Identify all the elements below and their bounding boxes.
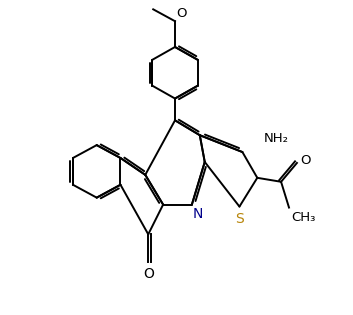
Text: CH₃: CH₃ [291, 210, 315, 224]
Text: S: S [235, 211, 244, 226]
Text: O: O [176, 7, 186, 20]
Text: O: O [143, 267, 154, 281]
Text: N: N [193, 207, 203, 220]
Text: O: O [300, 154, 310, 168]
Text: NH₂: NH₂ [264, 132, 289, 145]
